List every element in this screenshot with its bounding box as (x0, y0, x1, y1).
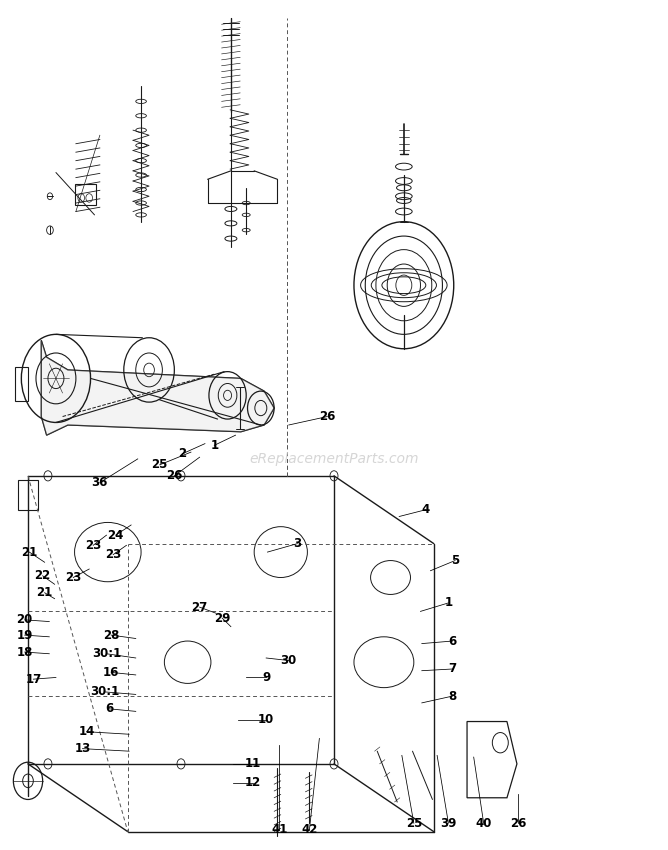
Text: 21: 21 (21, 546, 37, 558)
Text: 22: 22 (35, 570, 51, 582)
Text: 18: 18 (17, 645, 33, 659)
Text: 30:1: 30:1 (90, 685, 119, 699)
Bar (18, 480, 38, 510)
Text: 16: 16 (103, 666, 120, 679)
Polygon shape (41, 340, 274, 435)
Text: 26: 26 (510, 817, 526, 830)
Text: 12: 12 (244, 776, 261, 789)
Text: 17: 17 (25, 672, 41, 686)
Bar (15, 367, 28, 401)
Text: 28: 28 (103, 629, 120, 642)
Text: 4: 4 (422, 503, 430, 516)
Text: 42: 42 (301, 824, 317, 836)
Text: 11: 11 (244, 757, 261, 770)
Text: 1: 1 (210, 439, 218, 452)
Text: 29: 29 (214, 612, 230, 625)
Text: 13: 13 (74, 742, 91, 755)
Text: 20: 20 (17, 614, 33, 626)
Text: 9: 9 (262, 671, 271, 684)
Text: 26: 26 (166, 469, 182, 482)
Text: 26: 26 (319, 410, 335, 423)
Text: 1: 1 (444, 597, 452, 609)
Text: 7: 7 (448, 662, 456, 676)
Text: 19: 19 (17, 629, 33, 642)
Text: 30:1: 30:1 (92, 647, 121, 660)
Text: 21: 21 (37, 586, 53, 599)
Text: 36: 36 (92, 476, 108, 489)
Text: 10: 10 (258, 713, 275, 727)
Text: 5: 5 (451, 554, 459, 567)
Text: 39: 39 (440, 817, 457, 830)
Text: 41: 41 (271, 824, 288, 836)
Text: 14: 14 (78, 725, 95, 738)
Text: 23: 23 (105, 548, 122, 561)
Bar (75, 184, 96, 205)
Text: 2: 2 (178, 447, 186, 461)
Text: 6: 6 (105, 702, 114, 716)
Text: 27: 27 (192, 601, 208, 614)
Text: 3: 3 (293, 537, 301, 550)
Text: 23: 23 (85, 539, 102, 552)
Text: 30: 30 (281, 654, 297, 667)
Text: 24: 24 (108, 529, 124, 541)
Text: 25: 25 (405, 817, 422, 830)
Text: 40: 40 (476, 817, 492, 830)
Text: 25: 25 (152, 458, 168, 471)
Text: 23: 23 (65, 571, 81, 584)
Text: eReplacementParts.com: eReplacementParts.com (249, 452, 419, 466)
Text: 8: 8 (448, 689, 456, 703)
Text: 6: 6 (448, 635, 456, 648)
